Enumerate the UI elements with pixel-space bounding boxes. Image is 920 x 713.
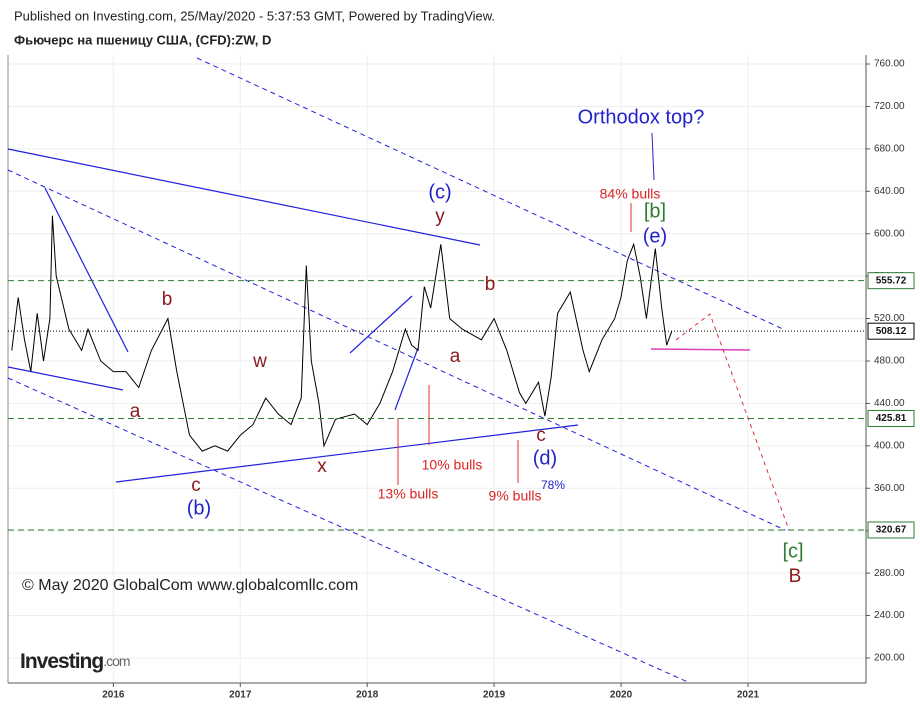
wave-label: b: [162, 289, 173, 310]
price-label-box: [867, 272, 915, 290]
wave-label: c: [191, 475, 201, 496]
chart-title: Фьючерс на пшеницу США, (CFD):ZW, D: [14, 32, 271, 47]
x-tick-label: 2016: [102, 690, 125, 701]
plot: [8, 215, 866, 531]
y-tick-label: 280.00: [874, 568, 905, 579]
note: 13% bulls: [378, 486, 439, 502]
y-tick-label: 400.00: [874, 440, 905, 451]
y-tick-label: 440.00: [874, 398, 905, 409]
wave-label: a: [130, 401, 141, 422]
logo-suffix: .com: [103, 653, 130, 669]
price-label: 555.72: [876, 275, 907, 286]
price-label: 320.67: [876, 525, 907, 536]
y-tick-label: 240.00: [874, 610, 905, 621]
y-tick-label: 360.00: [874, 483, 905, 494]
wave-label: y: [435, 206, 445, 227]
note: 78%: [541, 478, 565, 492]
wave-label: (d): [533, 447, 557, 469]
wave-label: [b]: [644, 200, 666, 222]
price-label: 508.12: [876, 326, 907, 337]
copyright: © May 2020 GlobalCom www.globalcomllc.co…: [22, 577, 358, 594]
wave-label: (c): [428, 181, 451, 203]
trend-lines: [7, 57, 790, 684]
grid: [8, 55, 866, 683]
header: Published on Investing.com, 25/May/2020 …: [14, 8, 495, 23]
y-tick-label: 720.00: [874, 101, 905, 112]
y-tick-label: 600.00: [874, 228, 905, 239]
wave-label: x: [317, 456, 327, 477]
price-line: [11, 215, 673, 452]
y-tick-label: 520.00: [874, 313, 905, 324]
price-label-box: [867, 322, 915, 340]
price-label-box: [867, 409, 915, 427]
logo: Investing.com: [20, 650, 130, 673]
x-tick-label: 2018: [356, 690, 379, 701]
price-label: 425.81: [876, 413, 907, 424]
y-tick-label: 760.00: [874, 59, 905, 70]
note: 10% bulls: [422, 457, 483, 473]
note: 9% bulls: [489, 488, 542, 504]
x-tick-label: 2020: [610, 690, 633, 701]
y-tick-label: 200.00: [874, 653, 905, 664]
price-label-box: [867, 521, 915, 539]
wave-label: (b): [187, 497, 211, 519]
note: 84% bulls: [600, 186, 661, 202]
wave-label: c: [536, 425, 546, 446]
wave-label: a: [450, 346, 461, 367]
logo-brand: Investing: [20, 650, 103, 673]
x-tick-label: 2021: [737, 690, 760, 701]
wave-label: b: [485, 274, 496, 295]
y-tick-label: 640.00: [874, 186, 905, 197]
y-tick-label: 680.00: [874, 144, 905, 155]
wave-label: B: [789, 566, 802, 587]
x-tick-label: 2019: [483, 690, 506, 701]
wave-label: w: [252, 351, 267, 372]
y-tick-label: 480.00: [874, 356, 905, 367]
note: Orthodox top?: [578, 106, 705, 128]
wave-label: [c]: [782, 540, 803, 562]
wave-label: (e): [643, 225, 667, 247]
x-tick-label: 2017: [229, 690, 252, 701]
